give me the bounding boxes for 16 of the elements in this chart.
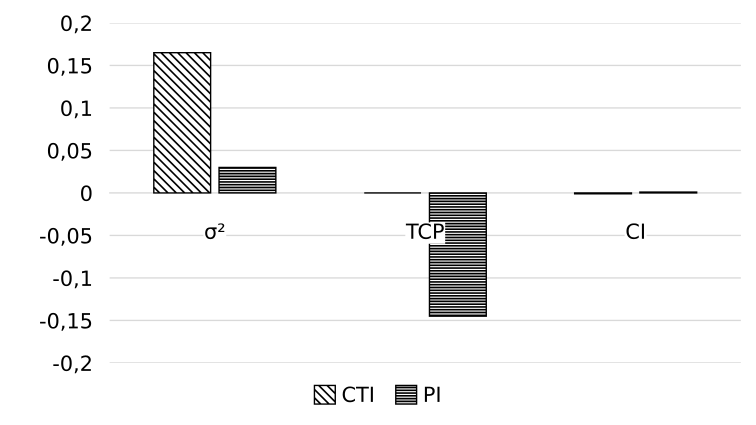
legend-label: PI xyxy=(424,386,440,402)
y-tick-label: -0,05 xyxy=(40,228,92,246)
y-tick-label: -0,15 xyxy=(40,312,92,331)
y-tick-label: -0,2 xyxy=(53,355,91,374)
bar xyxy=(218,166,277,194)
y-tick-label: 0,2 xyxy=(61,15,91,34)
y-tick-label: 0 xyxy=(81,185,92,202)
x-tick-label: σ² xyxy=(205,223,224,240)
bar xyxy=(153,52,212,194)
x-tick-label: CI xyxy=(626,223,644,240)
y-tick-label: 0,05 xyxy=(48,142,92,161)
y-tick-label: 0,15 xyxy=(48,58,92,76)
legend-label: CTI xyxy=(342,386,373,402)
y-tick-label: -0,1 xyxy=(53,270,92,288)
x-tick-label: TCP xyxy=(406,223,444,240)
y-tick-label: 0,1 xyxy=(61,100,92,118)
